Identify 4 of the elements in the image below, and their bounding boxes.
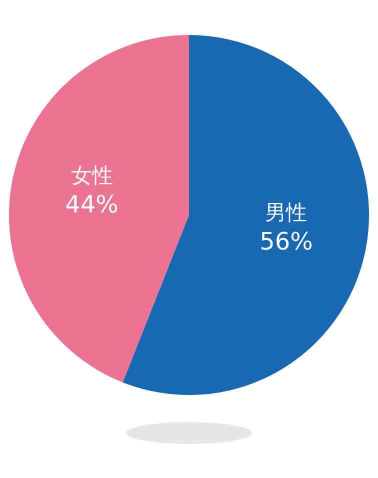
data-label: 56%	[260, 228, 313, 256]
slice-label: 女性	[70, 163, 113, 188]
slice-label: 男性	[265, 200, 308, 225]
data-label: 44%	[65, 190, 118, 218]
